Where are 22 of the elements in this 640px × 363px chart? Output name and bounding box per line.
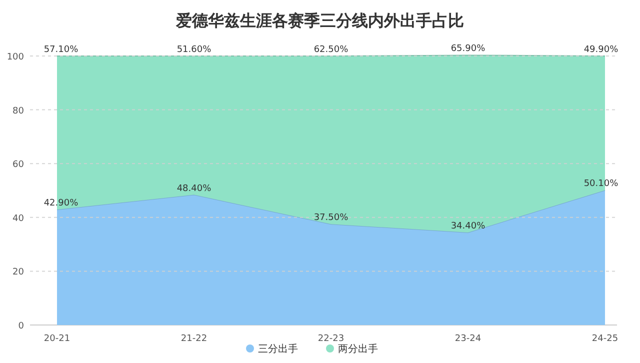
data-label: 34.40% bbox=[450, 221, 486, 232]
data-label: 51.60% bbox=[176, 45, 212, 55]
y-tick-label: 80 bbox=[12, 106, 24, 116]
chart-title: 爱德华兹生涯各赛季三分线内外出手占比 bbox=[175, 11, 464, 30]
y-tick-label: 40 bbox=[12, 214, 24, 224]
legend-label: 两分出手 bbox=[338, 343, 378, 355]
x-tick-label: 22-23 bbox=[318, 334, 344, 344]
y-tick-label: 20 bbox=[12, 268, 24, 278]
y-tick-label: 0 bbox=[18, 322, 24, 332]
data-label: 48.40% bbox=[176, 184, 212, 194]
data-label: 57.10% bbox=[44, 45, 79, 55]
data-label: 49.90% bbox=[584, 45, 619, 55]
data-label: 37.50% bbox=[314, 213, 349, 224]
data-label: 62.50% bbox=[314, 45, 349, 55]
y-tick-label: 60 bbox=[12, 160, 24, 170]
x-tick-label: 21-22 bbox=[180, 334, 208, 344]
x-tick-label: 23-24 bbox=[454, 334, 482, 344]
x-tick-label: 24-25 bbox=[592, 334, 618, 344]
legend-label: 三分出手 bbox=[258, 343, 298, 355]
x-tick-label: 20-21 bbox=[44, 334, 70, 344]
y-tick-label: 100 bbox=[6, 52, 24, 62]
data-label: 65.90% bbox=[450, 44, 486, 54]
